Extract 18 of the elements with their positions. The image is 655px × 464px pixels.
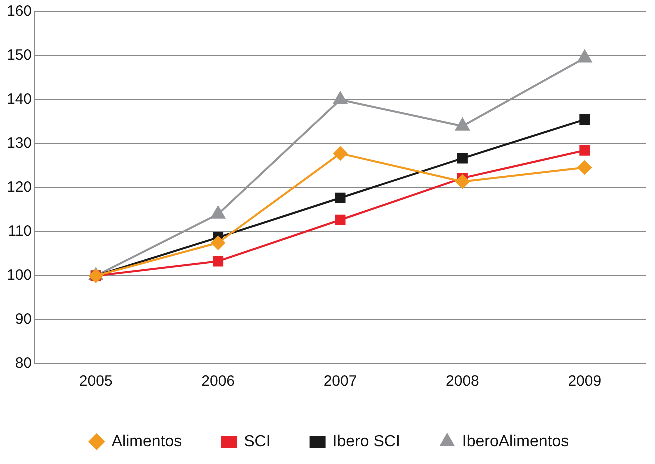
y-tick-label: 140: [6, 91, 32, 108]
y-tick-label: 150: [6, 47, 32, 64]
legend-label: SCI: [244, 433, 271, 450]
y-tick-label: 110: [8, 223, 32, 240]
y-tick-label: 80: [15, 355, 32, 372]
legend-label: IberoAlimentos: [462, 433, 570, 450]
x-tick-label: 2005: [79, 373, 113, 390]
x-tick-label: 2007: [324, 373, 358, 390]
x-tick-label: 2006: [202, 373, 236, 390]
y-tick-label: 160: [6, 3, 32, 20]
y-tick-label: 120: [6, 179, 32, 196]
y-tick-label: 90: [15, 311, 32, 328]
y-tick-label: 130: [6, 135, 32, 152]
legend-label: Ibero SCI: [332, 433, 400, 450]
y-tick-label: 100: [6, 267, 32, 284]
x-tick-label: 2008: [446, 373, 480, 390]
legend-label: Alimentos: [112, 433, 182, 450]
x-tick-label: 2009: [568, 373, 602, 390]
